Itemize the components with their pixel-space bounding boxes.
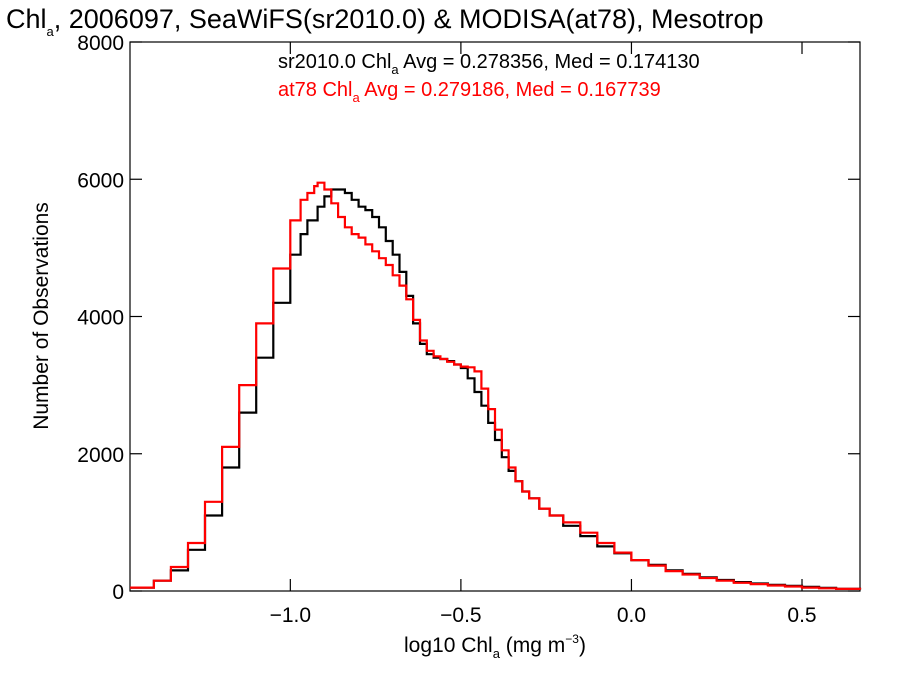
chart-title-prefix: Chl: [6, 4, 47, 34]
y-tick-label: 8000: [77, 32, 124, 55]
y-tick-label: 6000: [77, 169, 124, 192]
y-tick-label: 2000: [77, 444, 124, 467]
x-axis-label-mid: (mg m: [500, 634, 565, 657]
y-tick-label: 0: [112, 581, 124, 604]
x-axis-label-pre: log10 Chl: [404, 634, 493, 657]
legend-1-sub: a: [353, 90, 361, 105]
x-axis-ticks: −1.0 −0.5 0.0 0.5: [270, 42, 817, 627]
y-axis-ticks: 0 2000 4000 6000 8000: [77, 32, 860, 604]
legend-0-post: Avg = 0.278356, Med = 0.174130: [399, 51, 700, 73]
x-axis-label: log10 Chla (mg m−3): [404, 632, 586, 661]
series-group: [130, 181, 862, 590]
legend-1-post: Avg = 0.279186, Med = 0.167739: [360, 79, 661, 101]
x-tick-label: 0.0: [617, 604, 646, 627]
series-line-1: [130, 181, 862, 590]
chart-title: Chla, 2006097, SeaWiFS(sr2010.0) & MODIS…: [6, 4, 764, 39]
x-tick-label: −1.0: [270, 604, 311, 627]
x-tick-label: 0.5: [787, 604, 816, 627]
x-axis-label-sup: −3: [565, 632, 579, 646]
chart-title-rest: , 2006097, SeaWiFS(sr2010.0) & MODISA(at…: [54, 4, 764, 34]
plot-frame: [129, 41, 861, 592]
x-axis-label-post: ): [579, 634, 586, 657]
y-tick-label: 4000: [77, 307, 124, 330]
x-axis-label-sub: a: [493, 646, 501, 661]
legend-1-pre: at78 Chl: [278, 79, 353, 101]
y-axis-label: Number of Observations: [30, 202, 53, 430]
legend-0-sub: a: [391, 62, 399, 77]
chart-title-subscript: a: [47, 24, 55, 39]
x-tick-label: −0.5: [440, 604, 481, 627]
legend-entry-1: at78 Chla Avg = 0.279186, Med = 0.167739: [278, 79, 661, 105]
legend-0-pre: sr2010.0 Chl: [278, 51, 391, 73]
legend-entry-0: sr2010.0 Chla Avg = 0.278356, Med = 0.17…: [278, 51, 700, 77]
